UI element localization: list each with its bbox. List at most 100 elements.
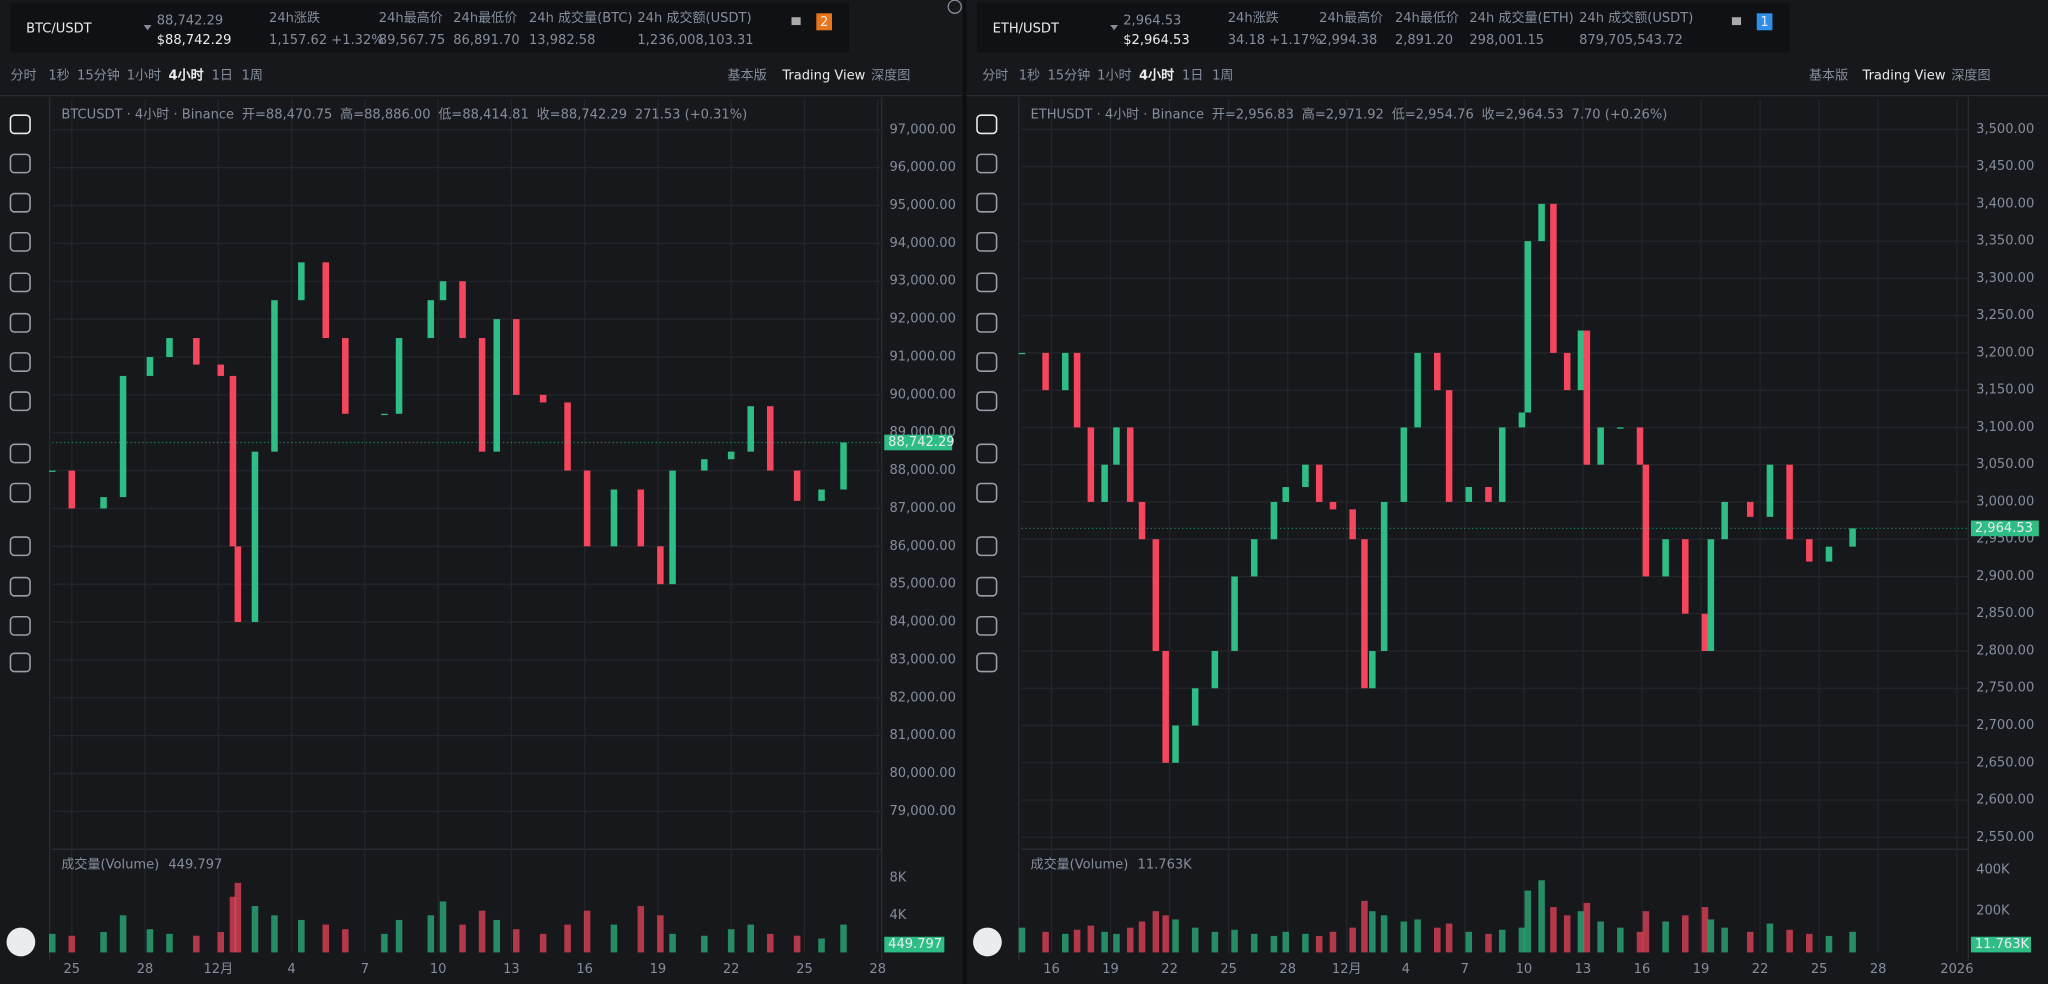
tool-icon[interactable] (976, 391, 998, 412)
x-tick-label: 28 (1279, 962, 1296, 977)
interval-button[interactable]: 分时 (982, 69, 1008, 84)
view-button[interactable]: 深度图 (1951, 68, 1990, 84)
close-button[interactable] (947, 0, 962, 14)
tool-icon[interactable] (9, 153, 31, 174)
tool-icon[interactable] (9, 443, 31, 464)
volume-bar (1806, 933, 1813, 953)
tool-icon[interactable] (976, 231, 998, 252)
view-button[interactable]: 深度图 (871, 68, 910, 84)
y-tick-label: 92,000.00 (889, 312, 955, 327)
volume-bar (539, 933, 547, 953)
volume-bar (1162, 915, 1169, 953)
volume-bar (564, 924, 571, 953)
x-tick-label: 13 (1575, 962, 1592, 977)
interval-button[interactable]: 1秒 (48, 69, 69, 84)
tool-icon[interactable] (976, 652, 998, 673)
interval-button[interactable]: 1日 (212, 69, 233, 84)
x-tick-label: 25 (63, 962, 80, 977)
legend-close: 收=2,964.53 (1482, 108, 1564, 123)
candle (1282, 487, 1289, 502)
tool-icon[interactable] (976, 576, 998, 597)
candle (701, 459, 708, 471)
volume-bar (68, 935, 76, 953)
lock[interactable] (791, 17, 801, 26)
tool-icon[interactable] (9, 272, 31, 293)
interval-button[interactable]: 1日 (1182, 69, 1203, 84)
dropdown[interactable] (143, 25, 152, 31)
candle (1518, 412, 1526, 428)
badge-text: 1 (1760, 15, 1768, 30)
x-tick-label: 7 (361, 962, 369, 977)
tool-icon[interactable] (976, 192, 998, 213)
view-button[interactable]: Trading View (1862, 69, 1946, 84)
tool-icon[interactable] (976, 443, 998, 464)
view-button[interactable]: 基本版 (1809, 69, 1848, 84)
tool-icon[interactable] (9, 192, 31, 213)
interval-button[interactable]: 4小时 (168, 68, 203, 84)
volume-bar (395, 919, 403, 953)
y-tick-label: 3,500.00 (1976, 122, 2034, 137)
tool-icon[interactable] (9, 652, 31, 673)
tool-icon[interactable] (9, 114, 31, 135)
candle (1434, 352, 1441, 391)
volume-bar (1369, 911, 1376, 953)
view-button[interactable]: 基本版 (728, 69, 767, 84)
favorite[interactable] (973, 927, 1002, 957)
interval-button[interactable]: 1周 (242, 69, 263, 84)
candle (818, 489, 825, 501)
interval-button[interactable]: 4小时 (1139, 68, 1174, 84)
tool-icon[interactable] (9, 231, 31, 252)
tool-icon[interactable] (9, 312, 31, 333)
interval-button[interactable]: 1周 (1212, 69, 1233, 84)
y-tick-label: 80,000.00 (889, 766, 955, 781)
interval-button[interactable]: 1小时 (127, 69, 161, 84)
volume-bar (271, 915, 278, 953)
y-tick-label: 93,000.00 (889, 274, 955, 289)
tool-icon[interactable] (9, 391, 31, 412)
tool-icon[interactable] (976, 272, 998, 293)
y-tick-label: 81,000.00 (889, 728, 955, 743)
candle (657, 546, 664, 585)
volume-bar (1062, 933, 1069, 953)
x-tick-label: 28 (1870, 962, 1887, 977)
candle (1073, 352, 1081, 428)
candle (1302, 464, 1309, 488)
lock[interactable] (1731, 17, 1742, 26)
volume-bar (1250, 933, 1258, 953)
candle (1062, 352, 1069, 391)
tool-icon[interactable] (9, 615, 31, 636)
symbol[interactable]: BTC/USDT (26, 21, 92, 36)
tool-icon[interactable] (976, 536, 998, 557)
tool-icon[interactable] (9, 482, 31, 503)
dropdown[interactable] (1110, 25, 1119, 31)
volume-bar (1849, 931, 1856, 953)
tool-icon[interactable] (976, 352, 998, 372)
interval-button[interactable]: 分时 (10, 69, 36, 84)
symbol[interactable]: ETH/USDT (993, 21, 1059, 36)
view-button[interactable]: Trading View (781, 69, 865, 84)
y-tick-label: 85,000.00 (889, 577, 955, 592)
tool-icon[interactable] (976, 153, 998, 174)
interval-button[interactable]: 1小时 (1097, 69, 1131, 84)
badge-text: 2 (820, 15, 828, 30)
interval-button[interactable]: 15分钟 (1048, 68, 1091, 84)
candle (793, 470, 801, 501)
tool-icon[interactable] (976, 615, 998, 636)
price: 88,742.29 (157, 14, 223, 29)
favorite[interactable] (6, 927, 36, 957)
tool-icon[interactable] (9, 352, 31, 372)
interval-button[interactable]: 15分钟 (77, 68, 120, 84)
tool-icon[interactable] (976, 312, 998, 333)
candle (767, 406, 774, 471)
tool-icon[interactable] (976, 482, 998, 503)
volume-bar (1538, 880, 1545, 953)
tool-icon[interactable] (9, 576, 31, 597)
interval-button[interactable]: 1秒 (1019, 69, 1040, 84)
volume-last: 449.797 (168, 857, 222, 872)
candle (100, 497, 107, 509)
candle (1746, 501, 1754, 517)
candle (513, 319, 520, 395)
y-tick-label: 2,650.00 (1976, 755, 2034, 770)
tool-icon[interactable] (976, 114, 998, 135)
tool-icon[interactable] (9, 536, 31, 557)
